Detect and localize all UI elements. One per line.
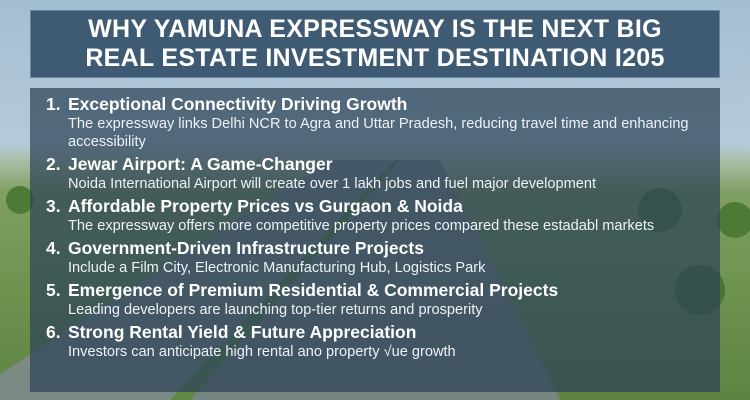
list-item: 5. Emergence of Premium Residential & Com… bbox=[46, 280, 720, 319]
list-item: 6. Strong Rental Yield & Future Appreciat… bbox=[46, 322, 720, 361]
item-text: Noida International Airport will create … bbox=[68, 176, 597, 192]
reasons-list: 1. Exceptional Connectivity Driving Growt… bbox=[30, 88, 720, 392]
item-number: 4. bbox=[46, 238, 61, 258]
item-heading: Exceptional Connectivity Driving Growth bbox=[68, 94, 408, 114]
item-text: The expressway links Delhi NCR to Agra a… bbox=[68, 116, 689, 150]
list-item: 1. Exceptional Connectivity Driving Growt… bbox=[46, 94, 720, 151]
item-heading: Jewar Airport: A Game-Changer bbox=[68, 154, 333, 174]
list-item: 3. Affordable Property Prices vs Gurgaon … bbox=[46, 196, 720, 235]
item-heading: Strong Rental Yield & Future Appreciatio… bbox=[68, 322, 417, 342]
item-text: Investors can anticipate high rental ano… bbox=[68, 344, 456, 360]
title-line-2: REAL ESTATE INVESTMENT DESTINATION I205 bbox=[85, 44, 665, 72]
page-title: WHY YAMUNA EXPRESSWAY IS THE NEXT BIG RE… bbox=[30, 10, 720, 78]
item-number: 3. bbox=[46, 196, 61, 216]
item-number: 2. bbox=[46, 154, 61, 174]
item-text: Leading developers are launching top-tie… bbox=[68, 302, 483, 318]
item-text: The expressway offers more competitive p… bbox=[68, 218, 655, 234]
item-heading: Government-Driven Infrastructure Project… bbox=[68, 238, 424, 258]
item-heading: Emergence of Premium Residential & Comme… bbox=[68, 280, 559, 300]
item-number: 5. bbox=[46, 280, 61, 300]
list-item: 4. Government-Driven Infrastructure Proje… bbox=[46, 238, 720, 277]
list-item: 2. Jewar Airport: A Game-Changer Noida In… bbox=[46, 154, 720, 193]
item-heading: Affordable Property Prices vs Gurgaon & … bbox=[68, 196, 463, 216]
title-line-1: WHY YAMUNA EXPRESSWAY IS THE NEXT BIG bbox=[88, 15, 662, 43]
item-number: 6. bbox=[46, 322, 61, 342]
item-text: Include a Film City, Electronic Manufact… bbox=[68, 260, 486, 276]
item-number: 1. bbox=[46, 94, 61, 114]
